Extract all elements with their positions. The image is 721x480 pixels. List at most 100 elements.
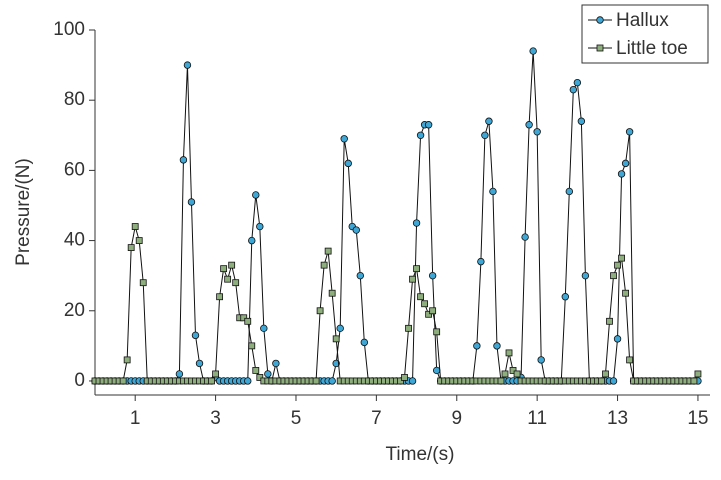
- legend-box: [581, 4, 709, 64]
- x-tick-label: 15: [687, 408, 708, 429]
- data-point: [131, 223, 139, 230]
- data-point: [626, 356, 634, 364]
- data-point: [533, 128, 541, 136]
- data-point: [272, 359, 280, 368]
- data-point: [537, 356, 545, 364]
- data-point: [617, 170, 626, 178]
- data-point: [417, 293, 424, 301]
- data-point: [224, 275, 232, 283]
- data-point: [477, 257, 485, 266]
- data-point: [123, 356, 131, 364]
- data-point: [220, 265, 228, 273]
- data-point: [493, 342, 501, 350]
- x-axis-label: Time/(s): [386, 444, 455, 465]
- x-tick-label: 1: [130, 408, 141, 429]
- data-point: [610, 272, 617, 280]
- data-point: [581, 271, 590, 280]
- data-point: [577, 117, 586, 125]
- data-point: [429, 307, 437, 315]
- data-point: [622, 289, 629, 297]
- data-point: [618, 254, 625, 262]
- data-point: [625, 128, 634, 136]
- series-line: [95, 51, 698, 383]
- data-point: [179, 156, 188, 164]
- data-point: [613, 335, 622, 343]
- data-point: [252, 367, 260, 374]
- data-point: [416, 131, 425, 139]
- y-tick-label: 60: [64, 159, 85, 180]
- data-point: [356, 271, 364, 280]
- data-point: [360, 338, 369, 347]
- data-point: [135, 237, 143, 244]
- data-point: [244, 377, 252, 385]
- data-point: [127, 244, 135, 251]
- data-point: [569, 85, 578, 94]
- data-point: [412, 219, 421, 227]
- data-point: [473, 342, 481, 350]
- data-point: [328, 289, 336, 297]
- data-point: [256, 374, 264, 381]
- data-point: [598, 377, 605, 385]
- data-point: [421, 300, 429, 308]
- data-point: [183, 61, 192, 69]
- data-point: [248, 236, 256, 245]
- data-point: [264, 370, 272, 378]
- data-point: [244, 317, 252, 325]
- data-point: [324, 247, 332, 255]
- data-point: [614, 261, 621, 269]
- data-point: [529, 47, 537, 55]
- data-point: [228, 261, 236, 269]
- data-point: [248, 342, 256, 350]
- data-point: [433, 328, 441, 336]
- x-tick-label: 7: [371, 408, 382, 429]
- data-point: [256, 222, 264, 231]
- data-point: [621, 159, 630, 168]
- y-tick-label: 20: [64, 300, 85, 321]
- data-point: [606, 317, 613, 325]
- data-point: [609, 377, 618, 385]
- data-point: [690, 377, 698, 385]
- data-point: [332, 335, 340, 343]
- data-point: [232, 279, 240, 287]
- data-point: [344, 159, 352, 168]
- data-point: [352, 226, 360, 234]
- data-point: [409, 275, 416, 283]
- data-point: [328, 377, 336, 385]
- data-point: [489, 187, 497, 196]
- data-point: [513, 370, 521, 378]
- data-point: [405, 324, 412, 332]
- data-point: [312, 377, 320, 385]
- data-point: [505, 349, 513, 357]
- data-point: [497, 377, 505, 385]
- x-tick-label: 11: [527, 408, 547, 429]
- data-point: [565, 187, 574, 196]
- data-point: [521, 233, 529, 241]
- data-point: [175, 370, 184, 378]
- data-point: [561, 293, 569, 301]
- y-axis-label: Pressure/(N): [13, 158, 34, 266]
- data-point: [260, 324, 268, 333]
- legend-marker: [596, 44, 604, 52]
- y-tick-label: 80: [64, 89, 85, 110]
- data-point: [336, 324, 344, 333]
- series-line: [95, 226, 699, 382]
- data-point: [397, 377, 404, 385]
- data-point: [432, 366, 441, 375]
- legend: Hallux Little toe: [581, 4, 709, 64]
- x-tick-label: 5: [291, 408, 302, 429]
- data-point: [139, 279, 147, 287]
- x-tick-label: 13: [607, 408, 628, 429]
- data-point: [602, 370, 609, 378]
- legend-label: Little toe: [616, 38, 688, 59]
- data-point: [187, 198, 196, 206]
- data-point: [195, 359, 204, 368]
- data-point: [340, 135, 348, 143]
- data-point: [525, 121, 533, 129]
- data-point: [401, 374, 408, 381]
- data-point: [208, 377, 215, 385]
- data-point: [485, 117, 493, 125]
- y-tick-label: 0: [74, 370, 85, 391]
- data-point: [408, 377, 417, 385]
